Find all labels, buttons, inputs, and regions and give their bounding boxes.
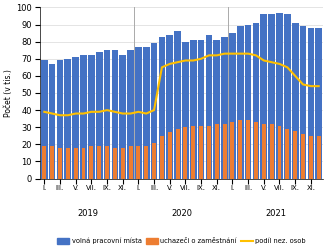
Bar xyxy=(104,50,110,179)
Bar xyxy=(88,55,95,179)
Bar xyxy=(74,148,78,179)
Bar xyxy=(97,146,101,179)
Bar xyxy=(191,125,195,179)
Bar xyxy=(317,136,321,179)
Bar xyxy=(309,136,313,179)
Bar xyxy=(260,14,267,179)
Bar xyxy=(308,28,314,179)
Bar xyxy=(276,13,283,179)
Text: 2020: 2020 xyxy=(171,209,192,218)
Bar xyxy=(143,47,149,179)
Bar xyxy=(300,26,306,179)
Bar xyxy=(237,26,244,179)
Bar xyxy=(127,50,134,179)
Bar xyxy=(292,23,299,179)
Text: 2021: 2021 xyxy=(265,209,286,218)
Bar xyxy=(64,59,71,179)
Bar xyxy=(136,146,140,179)
Bar xyxy=(174,31,181,179)
Bar xyxy=(190,40,197,179)
Bar xyxy=(254,122,258,179)
Bar xyxy=(199,125,203,179)
Bar xyxy=(176,129,180,179)
Bar xyxy=(66,148,70,179)
Bar xyxy=(96,52,103,179)
Bar xyxy=(293,131,297,179)
Bar xyxy=(315,28,322,179)
Bar xyxy=(207,125,211,179)
Legend: volná pracovní místa, uchazeči o zaměstnání, podíl nez. osob: volná pracovní místa, uchazeči o zaměstn… xyxy=(54,235,309,247)
Bar xyxy=(129,146,133,179)
Bar xyxy=(121,148,125,179)
Bar xyxy=(166,35,173,179)
Bar xyxy=(246,120,250,179)
Bar xyxy=(278,125,281,179)
Bar xyxy=(270,124,274,179)
Bar xyxy=(112,50,118,179)
Bar xyxy=(151,43,157,179)
Bar xyxy=(198,40,204,179)
Bar xyxy=(80,55,87,179)
Bar xyxy=(245,25,251,179)
Bar xyxy=(82,148,85,179)
Bar xyxy=(105,146,109,179)
Bar xyxy=(159,36,165,179)
Bar xyxy=(268,14,275,179)
Bar xyxy=(253,23,259,179)
Bar xyxy=(57,61,63,179)
Bar xyxy=(301,134,305,179)
Bar xyxy=(214,40,220,179)
Bar xyxy=(230,122,234,179)
Bar xyxy=(113,148,117,179)
Bar xyxy=(238,120,242,179)
Bar xyxy=(262,124,266,179)
Bar xyxy=(58,148,62,179)
Bar xyxy=(152,143,156,179)
Bar xyxy=(182,42,189,179)
Bar xyxy=(229,33,236,179)
Bar xyxy=(119,55,126,179)
Bar xyxy=(144,146,148,179)
Bar xyxy=(89,146,93,179)
Bar xyxy=(215,124,219,179)
Text: 2019: 2019 xyxy=(77,209,98,218)
Bar xyxy=(183,127,187,179)
Bar xyxy=(49,64,55,179)
Bar xyxy=(206,35,212,179)
Y-axis label: Počet (v tis.): Počet (v tis.) xyxy=(4,69,14,117)
Bar xyxy=(72,57,79,179)
Bar xyxy=(160,136,164,179)
Bar xyxy=(284,14,291,179)
Bar xyxy=(168,132,172,179)
Bar xyxy=(285,129,289,179)
Bar xyxy=(135,47,142,179)
Bar xyxy=(42,146,46,179)
Bar xyxy=(50,146,54,179)
Bar xyxy=(223,124,227,179)
Bar xyxy=(41,61,48,179)
Bar xyxy=(221,36,228,179)
